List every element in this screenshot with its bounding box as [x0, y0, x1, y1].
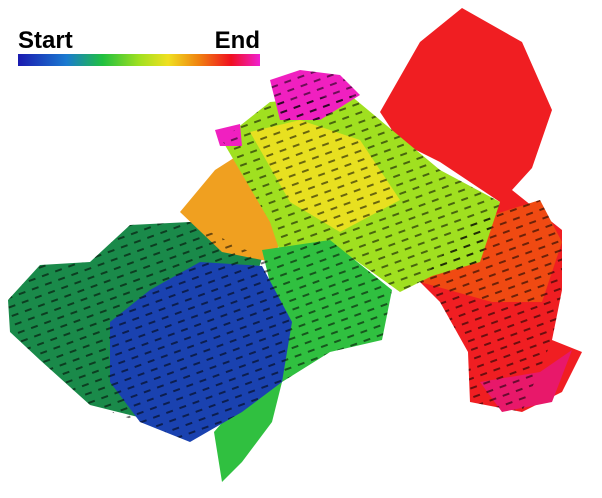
legend-start: Start	[18, 27, 73, 54]
legend-end: End	[215, 27, 260, 54]
color-bar	[18, 54, 260, 66]
texture	[8, 70, 562, 442]
